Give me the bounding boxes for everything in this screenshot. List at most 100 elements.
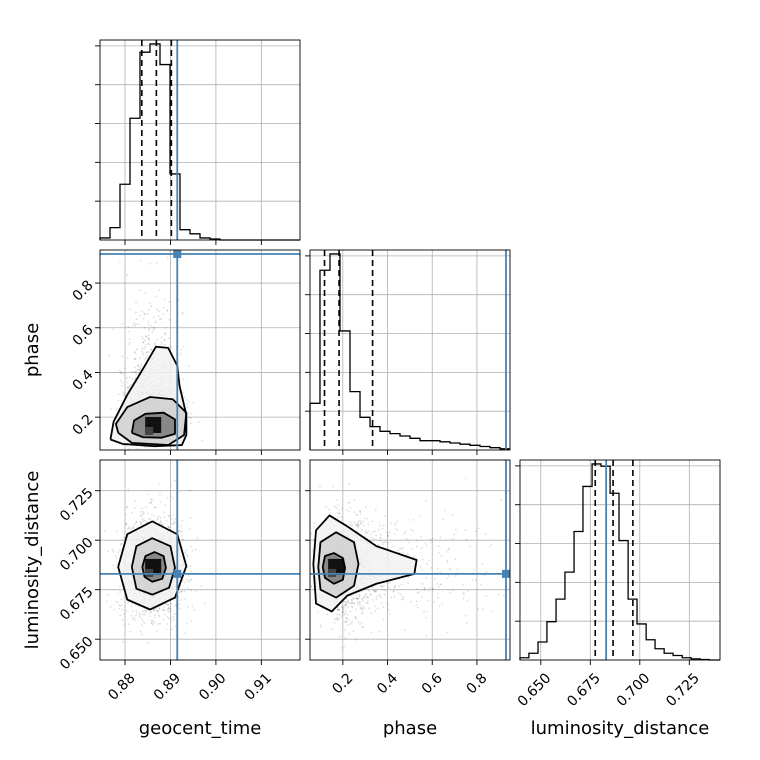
sample-point	[421, 582, 424, 585]
sample-point	[401, 551, 404, 554]
sample-point	[146, 351, 149, 354]
sample-point	[144, 339, 146, 342]
sample-point	[363, 595, 366, 598]
sample-point	[313, 522, 316, 525]
sample-point	[159, 228, 161, 230]
sample-point	[157, 610, 160, 612]
sample-point	[355, 513, 358, 516]
sample-point	[351, 601, 354, 604]
sample-point	[119, 590, 122, 593]
y-tick-label: 0.650	[57, 634, 97, 674]
sample-point	[375, 598, 378, 601]
sample-point	[428, 559, 430, 562]
sample-point	[189, 565, 192, 567]
sample-point	[430, 566, 433, 569]
sample-point	[127, 527, 130, 529]
sample-point	[419, 565, 422, 568]
sample-point	[378, 630, 381, 633]
sample-point	[349, 523, 351, 526]
sample-point	[393, 586, 396, 589]
sample-point	[190, 413, 193, 415]
sample-point	[144, 335, 147, 338]
panel-frame	[519, 459, 721, 661]
sample-point	[336, 606, 339, 609]
sample-point	[337, 512, 340, 515]
sample-point	[156, 516, 159, 519]
sample-point	[466, 600, 469, 602]
sample-point	[196, 537, 199, 539]
histogram-step-luminosity_distance	[519, 463, 720, 661]
sample-point	[390, 596, 393, 599]
sample-point	[130, 605, 133, 608]
sample-point	[127, 488, 130, 491]
sample-point	[409, 601, 412, 603]
sample-point	[490, 543, 493, 546]
sample-point	[401, 595, 404, 598]
sample-point	[378, 524, 381, 527]
sample-point	[186, 587, 189, 590]
sample-point	[450, 568, 452, 571]
sample-point	[163, 332, 166, 334]
sample-point	[148, 502, 151, 504]
sample-point	[142, 341, 145, 344]
sample-point	[126, 274, 129, 277]
sample-point	[143, 313, 146, 316]
sample-point	[136, 467, 138, 469]
truth-marker	[173, 569, 182, 578]
sample-point	[488, 545, 491, 548]
sample-point	[292, 596, 294, 598]
sample-point	[336, 608, 339, 611]
sample-point	[335, 618, 338, 620]
sample-point	[390, 522, 393, 525]
sample-point	[346, 601, 349, 604]
sample-point	[418, 591, 421, 594]
sample-point	[141, 613, 144, 616]
sample-point	[349, 595, 352, 597]
sample-point	[382, 584, 385, 587]
sample-point	[150, 325, 152, 328]
sample-point	[342, 610, 344, 613]
sample-point	[152, 492, 154, 494]
sample-point	[264, 544, 266, 546]
sample-point	[190, 578, 193, 581]
sample-point	[379, 593, 382, 596]
sample-point	[166, 603, 169, 606]
sample-point	[317, 611, 319, 614]
sample-point	[180, 590, 183, 593]
sample-point	[163, 606, 166, 608]
sample-point	[338, 509, 341, 511]
sample-point	[337, 608, 339, 611]
sample-point	[122, 391, 124, 394]
sample-point	[127, 326, 130, 328]
sample-point	[454, 574, 457, 577]
x-tick-label: 0.675	[564, 670, 604, 710]
sample-point	[370, 612, 373, 615]
x-tick-label: 0.650	[515, 670, 555, 710]
sample-point	[345, 621, 348, 623]
sample-point	[424, 587, 426, 590]
sample-point	[141, 507, 143, 510]
sample-point	[335, 616, 338, 619]
sample-point	[118, 607, 121, 610]
sample-point	[448, 568, 451, 570]
sample-point	[136, 348, 139, 351]
x-tick-label: 0.725	[663, 670, 703, 710]
sample-point	[451, 513, 454, 516]
sample-point	[135, 614, 137, 617]
sample-point	[295, 590, 297, 592]
sample-point	[160, 336, 163, 339]
sample-point	[392, 590, 395, 593]
sample-point	[397, 591, 400, 594]
sample-point	[491, 610, 494, 613]
sample-point	[126, 386, 129, 389]
sample-point	[156, 308, 159, 311]
sample-point	[139, 366, 142, 369]
sample-point	[159, 622, 161, 625]
sample-point	[298, 601, 300, 603]
sample-point	[416, 592, 419, 594]
sample-point	[160, 317, 163, 320]
sample-point	[370, 532, 372, 535]
sample-point	[154, 342, 156, 345]
sample-point	[154, 344, 157, 347]
sample-point	[119, 604, 122, 607]
